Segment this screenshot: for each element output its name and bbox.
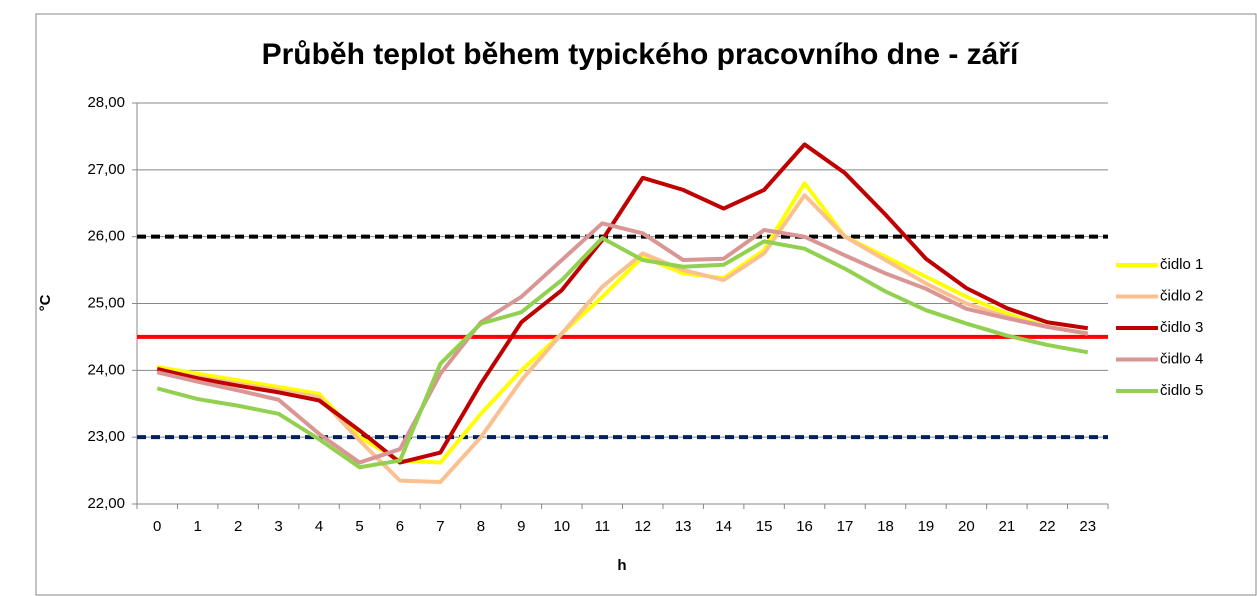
x-tick-label: 19: [918, 518, 935, 535]
y-axis-label: °C: [37, 294, 54, 311]
series-line: [156, 142, 1089, 465]
x-tick-label: 7: [436, 518, 444, 535]
series-line: [156, 236, 1089, 470]
y-tick-label: 27,00: [87, 161, 125, 178]
y-tick-label: 24,00: [87, 361, 125, 378]
x-axis-label: h: [617, 557, 626, 574]
legend-label: čidlo 4: [1160, 350, 1203, 367]
x-tick-label: 14: [715, 518, 732, 535]
legend-label: čidlo 3: [1160, 319, 1203, 336]
x-tick-label: 9: [517, 518, 525, 535]
chart-title: Průběh teplot během typického pracovního…: [262, 38, 1020, 71]
x-tick-label: 23: [1079, 518, 1096, 535]
series-line: [156, 193, 1089, 484]
x-tick-label: 13: [675, 518, 692, 535]
legend-label: čidlo 2: [1160, 287, 1203, 304]
x-tick-label: 17: [837, 518, 854, 535]
y-tick-label: 22,00: [87, 495, 125, 512]
y-tick-label: 26,00: [87, 228, 125, 245]
x-tick-label: 1: [194, 518, 202, 535]
x-tick-label: 2: [234, 518, 242, 535]
x-tick-label: 6: [396, 518, 404, 535]
x-tick-label: 5: [355, 518, 363, 535]
y-tick-label: 25,00: [87, 294, 125, 311]
x-tick-label: 18: [877, 518, 894, 535]
x-tick-label: 10: [553, 518, 570, 535]
x-tick-label: 4: [315, 518, 323, 535]
chart-frame: [35, 13, 1257, 596]
y-tick-label: 23,00: [87, 428, 125, 445]
x-tick-label: 16: [796, 518, 813, 535]
legend-label: čidlo 5: [1160, 382, 1203, 399]
series-line: [156, 221, 1089, 465]
x-tick-label: 20: [958, 518, 975, 535]
x-tick-label: 11: [594, 518, 610, 535]
legend-label: čidlo 1: [1160, 256, 1203, 273]
x-tick-label: 8: [477, 518, 485, 535]
series-line: [156, 181, 1089, 465]
x-tick-label: 21: [999, 518, 1016, 535]
x-tick-label: 0: [153, 518, 161, 535]
x-tick-label: 12: [634, 518, 651, 535]
y-tick-label: 28,00: [87, 94, 125, 111]
x-tick-label: 3: [274, 518, 282, 535]
x-tick-label: 15: [756, 518, 773, 535]
x-tick-label: 22: [1039, 518, 1056, 535]
